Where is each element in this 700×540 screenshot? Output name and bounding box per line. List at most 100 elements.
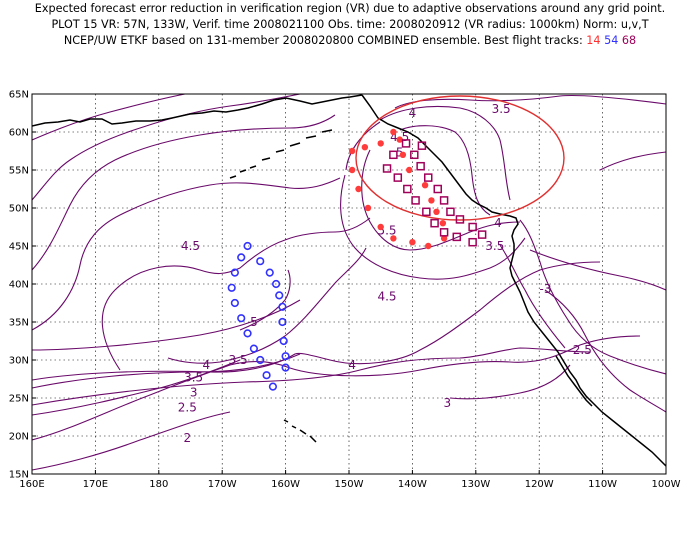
track-14-point (433, 208, 440, 215)
track-14-point (390, 128, 397, 136)
contour-line (599, 151, 666, 171)
contour-label: 3 (443, 396, 451, 410)
track-68-point (410, 150, 419, 160)
contour-line (32, 114, 336, 271)
contour-label: 5 (250, 315, 258, 329)
track-14-point (439, 220, 447, 227)
contour-line (32, 347, 591, 406)
contour-label: 2.5 (573, 343, 592, 357)
contour-line (167, 247, 367, 364)
track-14-point (428, 197, 435, 204)
contour-line (394, 94, 666, 109)
lon-label: 100W (652, 479, 681, 490)
contour-line (499, 244, 566, 349)
track-68-point (393, 173, 403, 182)
contour-line (379, 106, 511, 201)
track-14-point (377, 223, 384, 231)
track-14-point (364, 204, 372, 212)
track-54-point (279, 336, 288, 346)
contour-label: 5 (396, 145, 404, 159)
track-54-point (230, 298, 239, 308)
track-54-point (268, 382, 278, 391)
contour-label: 4.5 (181, 239, 200, 253)
track-68-point (403, 184, 412, 194)
track-54-point (237, 314, 246, 323)
contour-label: -3 (540, 282, 552, 296)
track-54-point (227, 283, 236, 292)
track-68-point (477, 230, 487, 239)
lat-label: 45N (9, 242, 29, 253)
contour-label: 3.5 (229, 353, 248, 367)
track-54-point (256, 355, 265, 365)
track-68-point (424, 173, 433, 182)
track-14-point (399, 151, 407, 158)
track-14-point (377, 140, 384, 147)
track-14-point (440, 235, 448, 242)
track-54-point (278, 317, 287, 327)
track-68-point (468, 222, 477, 232)
track-68-point (452, 232, 462, 242)
gulf-of-alaska-coast (361, 94, 666, 467)
contour-label: 4 (409, 106, 417, 120)
track-54-point (278, 302, 287, 311)
contour-label: 4 (348, 358, 356, 372)
track-68-point (389, 150, 398, 160)
track-68-point (416, 161, 425, 171)
plot-title-line-3: NCEP/UW ETKF based on 131-member 2008020… (0, 34, 700, 47)
track-54-point (281, 352, 290, 361)
lat-label: 40N (9, 280, 29, 291)
track-68-point (417, 141, 427, 150)
track-68-point (430, 218, 439, 228)
track-54-point (265, 268, 274, 277)
track-14-point (396, 136, 403, 143)
lat-label: 50N (9, 204, 29, 215)
contour-line (340, 174, 526, 280)
contour-line (32, 335, 641, 441)
contour-line (32, 94, 186, 141)
lon-label: 170E (83, 479, 108, 490)
track-68-point (422, 207, 431, 217)
contour-line (32, 299, 301, 351)
lat-label: 55N (9, 166, 29, 177)
lat-label: 30N (9, 356, 29, 367)
contour-line (529, 249, 666, 291)
track-68-point (439, 228, 449, 237)
lat-label: 65N (9, 90, 29, 101)
contour-line (32, 353, 301, 389)
contour-label: 4.5 (377, 290, 396, 304)
track-68-legend: 68 (621, 34, 637, 47)
contour-line (239, 269, 291, 331)
flight-tracks (227, 128, 487, 391)
track-68-point (468, 237, 477, 247)
track-14-point (355, 185, 362, 193)
track-68-point (401, 139, 411, 148)
plot-title-line-1: Expected forecast error reduction in ver… (34, 2, 666, 15)
contour-label: 4 (203, 358, 211, 372)
track-68-point (455, 215, 465, 224)
track-14-point (425, 242, 432, 250)
lon-label: 170W (208, 479, 237, 490)
track-54-point (230, 268, 239, 277)
contour-line (519, 219, 666, 375)
contour-line (32, 411, 231, 471)
contour-label: 4 (494, 216, 502, 230)
lat-label: 20N (9, 432, 29, 443)
track-54-point (271, 279, 281, 289)
lat-label: 15N (9, 470, 29, 481)
lon-label: 130W (461, 479, 490, 490)
contour-line (32, 177, 341, 331)
contour-line (399, 125, 491, 216)
track-68-point (382, 164, 392, 173)
hawaii (283, 419, 317, 443)
aleutian-islands (229, 129, 333, 179)
lon-label: 110W (588, 479, 617, 490)
contour-line (101, 217, 371, 371)
error-reduction-contours (32, 94, 666, 471)
lat-label: 60N (9, 128, 29, 139)
track-54-point (249, 344, 258, 353)
track-14-point (406, 166, 413, 174)
contour-label: 2.5 (178, 401, 197, 415)
track-14-point (409, 239, 416, 246)
verification-region-circle (355, 95, 565, 221)
